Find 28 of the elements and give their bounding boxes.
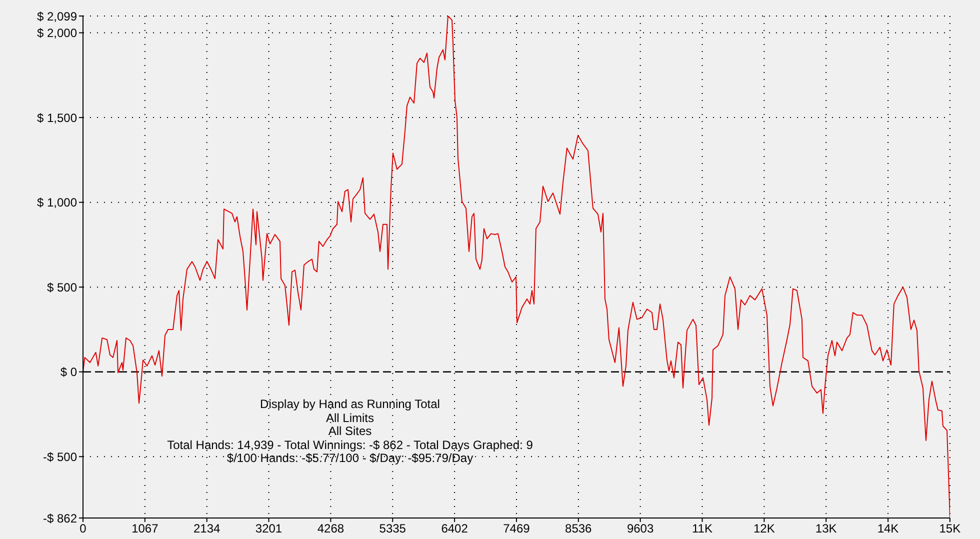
x-tick-label: 2134 xyxy=(193,522,221,536)
x-tick-label: 3201 xyxy=(255,522,282,536)
x-tick-label: 8536 xyxy=(565,522,592,536)
y-tick-label: $ 1,000 xyxy=(36,196,78,210)
x-tick-label: 9603 xyxy=(626,522,654,536)
x-tick-label: 6402 xyxy=(441,522,468,536)
x-tick-label: 4268 xyxy=(317,522,344,536)
annotation: All Sites xyxy=(327,424,373,438)
y-tick-label: $ 0 xyxy=(60,365,78,380)
x-tick-label: 15K xyxy=(939,522,961,536)
x-tick-label: 1067 xyxy=(132,522,159,536)
annotation: Total Hands: 14,939 - Total Winnings: -$ 862 - Total Days Graphed: 9 xyxy=(166,438,534,452)
y-tick-label: $ 2,000 xyxy=(36,26,78,40)
y-tick-label: $ 500 xyxy=(46,280,78,294)
y-tick-label: $ 1,500 xyxy=(36,110,78,125)
x-tick-label: 13K xyxy=(815,522,837,536)
annotation: All Limits xyxy=(324,410,375,425)
y-tick-label: -$ 862 xyxy=(42,511,78,526)
x-tick-label: 11K xyxy=(692,522,712,536)
y-tick-label: $ 2,099 xyxy=(36,9,78,24)
x-tick-label: 7469 xyxy=(503,522,530,536)
x-tick-label: 0 xyxy=(80,522,87,536)
x-tick-label: 12K xyxy=(753,522,775,536)
annotation: Display by Hand as Running Total xyxy=(259,397,441,412)
y-tick-label: -$ 500 xyxy=(42,450,78,464)
x-tick-label: 5335 xyxy=(379,522,406,536)
x-tick-label: 14K xyxy=(877,522,899,536)
annotation: $/100 Hands: -$5.77/100 - $/Day: -$95.79/Day xyxy=(226,451,474,466)
